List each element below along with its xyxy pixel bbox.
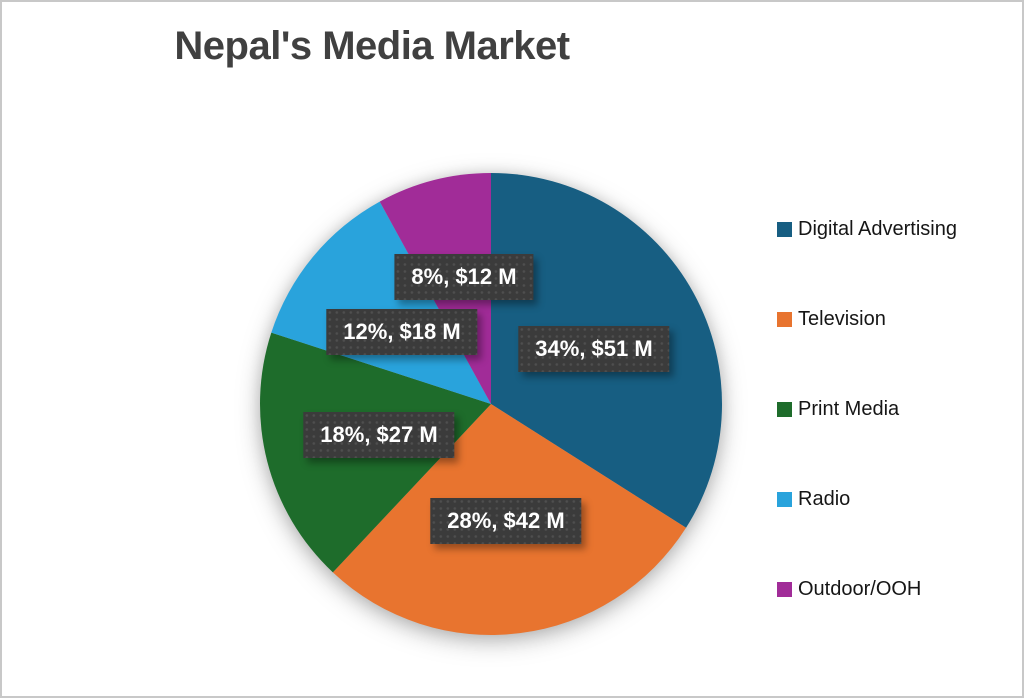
- legend-item-digital-advertising: Digital Advertising: [777, 218, 957, 240]
- legend-item-radio: Radio: [777, 488, 957, 510]
- legend-swatch-icon: [777, 311, 792, 327]
- legend-label: Radio: [798, 487, 851, 510]
- legend-item-print-media: Print Media: [777, 398, 957, 420]
- legend-swatch-icon: [777, 491, 792, 507]
- legend-label: Outdoor/OOH: [798, 577, 922, 600]
- legend-label: Television: [798, 307, 886, 330]
- legend-swatch-icon: [777, 221, 792, 237]
- legend-label: Print Media: [798, 397, 900, 420]
- legend-swatch-icon: [777, 401, 792, 417]
- legend-item-television: Television: [777, 308, 957, 330]
- legend-swatch-icon: [777, 581, 792, 597]
- legend-label: Digital Advertising: [798, 217, 957, 240]
- chart-title: Nepal's Media Market: [174, 24, 570, 68]
- legend: Digital Advertising Television Print Media…: [777, 218, 957, 600]
- legend-item-outdoor-ooh: Outdoor/OOH: [777, 578, 957, 600]
